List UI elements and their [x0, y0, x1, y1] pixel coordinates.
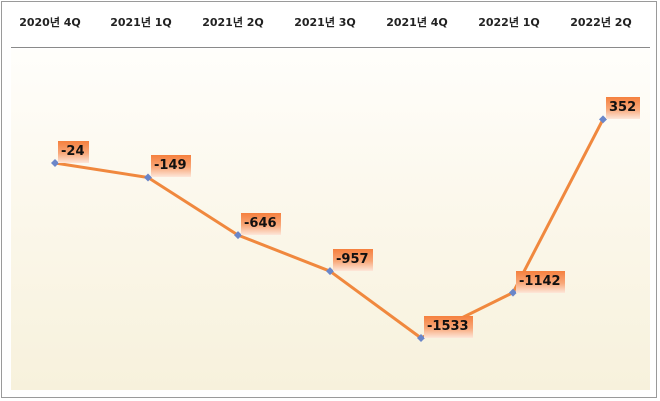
category-tick-label: 2022년 1Q — [478, 16, 540, 29]
data-point-marker — [599, 115, 607, 124]
data-point-marker — [326, 267, 334, 276]
data-point-marker — [417, 333, 425, 342]
plot-area — [11, 49, 650, 390]
data-label: -957 — [333, 249, 373, 272]
series-line-segment — [54, 161, 149, 179]
category-tick-label: 2021년 2Q — [202, 16, 264, 29]
series-line-segment — [147, 176, 239, 237]
series-line-segment — [511, 118, 605, 294]
series-line-segment — [237, 233, 331, 273]
category-tick-label: 2020년 4Q — [19, 16, 81, 29]
data-label: -24 — [58, 140, 89, 163]
data-label: -646 — [241, 213, 281, 236]
data-label: -1533 — [424, 315, 473, 338]
category-tick-label: 2021년 4Q — [386, 16, 448, 29]
category-tick-label: 2022년 2Q — [570, 16, 632, 29]
category-tick-label: 2021년 3Q — [294, 16, 356, 29]
data-label: -149 — [151, 155, 191, 178]
category-axis-line — [11, 47, 650, 48]
category-tick-label: 2021년 1Q — [110, 16, 172, 29]
series-line-segment — [329, 269, 422, 340]
data-point-marker — [144, 173, 152, 182]
data-point-marker — [234, 231, 242, 240]
data-label: -1142 — [516, 270, 565, 293]
data-label: 352 — [606, 97, 641, 120]
data-point-marker — [509, 288, 517, 297]
data-point-marker — [51, 158, 59, 167]
